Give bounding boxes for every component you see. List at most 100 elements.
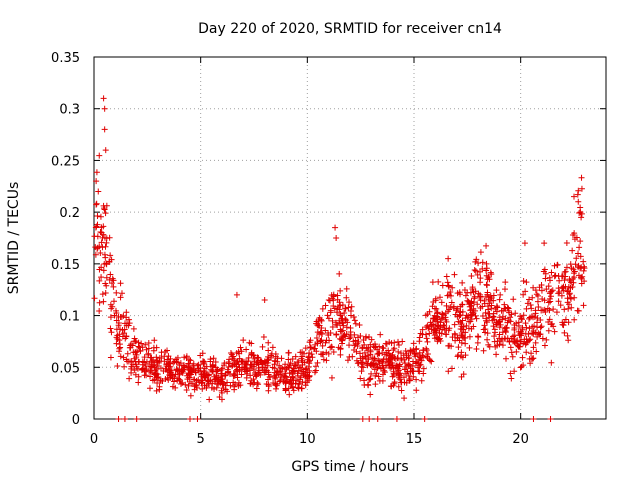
data-point [530, 416, 537, 422]
data-point [420, 353, 427, 360]
data-point [379, 377, 386, 384]
data-point [416, 334, 423, 341]
data-point [198, 380, 205, 387]
data-point [148, 369, 155, 376]
data-point [253, 385, 260, 392]
data-point [133, 416, 140, 422]
data-point [373, 370, 380, 377]
data-point [237, 382, 244, 389]
data-point [117, 353, 124, 360]
data-point [467, 289, 474, 296]
y-tick-label: 0.2 [59, 206, 80, 221]
x-tick-label: 0 [90, 432, 98, 447]
data-point [403, 363, 410, 370]
data-point [416, 368, 423, 375]
data-point [515, 328, 522, 335]
data-point [483, 242, 490, 249]
data-point [219, 381, 226, 388]
data-point [460, 323, 467, 330]
data-point [544, 305, 551, 312]
data-point [138, 366, 145, 373]
data-point [345, 304, 352, 311]
data-point [358, 368, 365, 375]
data-point [507, 314, 514, 321]
data-point [516, 343, 523, 350]
data-point [139, 366, 146, 373]
data-point [297, 349, 304, 356]
data-point [268, 354, 275, 361]
data-point [177, 380, 184, 387]
data-point [102, 280, 109, 287]
data-point [243, 374, 250, 381]
data-point [151, 376, 158, 383]
data-point [458, 373, 465, 380]
data-point [444, 308, 451, 315]
data-point [123, 333, 130, 340]
data-point [97, 228, 104, 235]
data-point [413, 387, 420, 394]
data-point [183, 353, 190, 360]
data-point [415, 364, 422, 371]
data-point [496, 331, 503, 338]
data-point [103, 239, 110, 246]
data-point [568, 304, 575, 311]
data-point [199, 350, 206, 357]
data-point [395, 342, 402, 349]
data-point [134, 365, 141, 372]
data-point [371, 344, 378, 351]
data-point [245, 358, 252, 365]
data-point [481, 322, 488, 329]
data-point [133, 354, 140, 361]
data-point [221, 360, 228, 367]
data-point [390, 347, 397, 354]
data-point [157, 377, 164, 384]
y-tick-label: 0.3 [59, 103, 80, 118]
data-point [265, 376, 272, 383]
data-point [354, 342, 361, 349]
data-point [334, 292, 341, 299]
data-point [400, 374, 407, 381]
data-point [474, 271, 481, 278]
data-point [523, 279, 530, 286]
data-point [427, 319, 434, 326]
data-point [123, 314, 130, 321]
data-point [535, 304, 542, 311]
data-point [561, 329, 568, 336]
data-point [259, 343, 266, 350]
data-point [339, 315, 346, 322]
data-point [526, 314, 533, 321]
x-tick-label: 15 [406, 432, 423, 447]
data-point [487, 269, 494, 276]
data-point [389, 362, 396, 369]
data-point [141, 354, 148, 361]
data-point [546, 295, 553, 302]
data-point [482, 293, 489, 300]
data-point [365, 382, 372, 389]
data-point [322, 327, 329, 334]
data-point [424, 311, 431, 318]
data-point [231, 386, 238, 393]
data-point [472, 267, 479, 274]
data-point [447, 292, 454, 299]
data-point [556, 277, 563, 284]
data-point [170, 359, 177, 366]
data-point [243, 346, 250, 353]
data-point [543, 286, 550, 293]
y-tick-label: 0.05 [51, 361, 80, 376]
data-point [285, 356, 292, 363]
data-point [511, 368, 518, 375]
data-point [571, 316, 578, 323]
data-point [573, 255, 580, 262]
data-point [107, 354, 114, 361]
data-point [537, 331, 544, 338]
data-point [578, 174, 585, 181]
data-point [150, 347, 157, 354]
data-point [361, 341, 368, 348]
data-point [194, 416, 201, 422]
data-point [468, 302, 475, 309]
data-point [346, 342, 353, 349]
data-point [528, 350, 535, 357]
data-point [325, 350, 332, 357]
data-point [107, 314, 114, 321]
data-point [212, 364, 219, 371]
